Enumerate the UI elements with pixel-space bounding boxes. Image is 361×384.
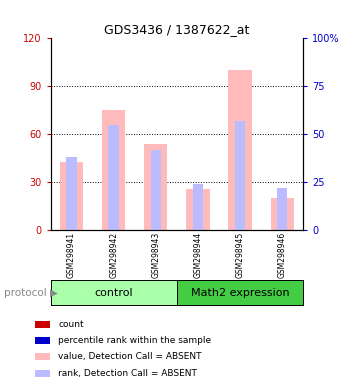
Text: value, Detection Call = ABSENT: value, Detection Call = ABSENT [58, 352, 202, 361]
Bar [271, 199, 294, 230]
Text: rank, Detection Call = ABSENT: rank, Detection Call = ABSENT [58, 369, 197, 378]
Bar [277, 188, 287, 230]
Bar [35, 321, 50, 328]
Text: control: control [95, 288, 133, 298]
Text: percentile rank within the sample: percentile rank within the sample [58, 336, 211, 345]
Text: Math2 expression: Math2 expression [191, 288, 290, 298]
Bar [108, 125, 119, 230]
Bar [229, 70, 252, 230]
Bar [144, 144, 168, 230]
Text: protocol ▶: protocol ▶ [4, 288, 58, 298]
Title: GDS3436 / 1387622_at: GDS3436 / 1387622_at [104, 23, 249, 36]
Text: count: count [58, 319, 84, 329]
Text: GSM298942: GSM298942 [109, 232, 118, 278]
Bar [186, 189, 209, 230]
Bar [35, 353, 50, 360]
Bar [235, 121, 245, 230]
Text: GSM298945: GSM298945 [236, 232, 244, 278]
Bar [35, 336, 50, 344]
Text: GSM298943: GSM298943 [151, 232, 160, 278]
Bar [193, 184, 203, 230]
Text: GSM298941: GSM298941 [67, 232, 76, 278]
Text: GSM298946: GSM298946 [278, 232, 287, 278]
Bar [60, 162, 83, 230]
Bar [35, 370, 50, 377]
Text: GSM298944: GSM298944 [193, 232, 203, 278]
Bar [151, 150, 161, 230]
Bar [66, 157, 77, 230]
Bar [102, 111, 125, 230]
